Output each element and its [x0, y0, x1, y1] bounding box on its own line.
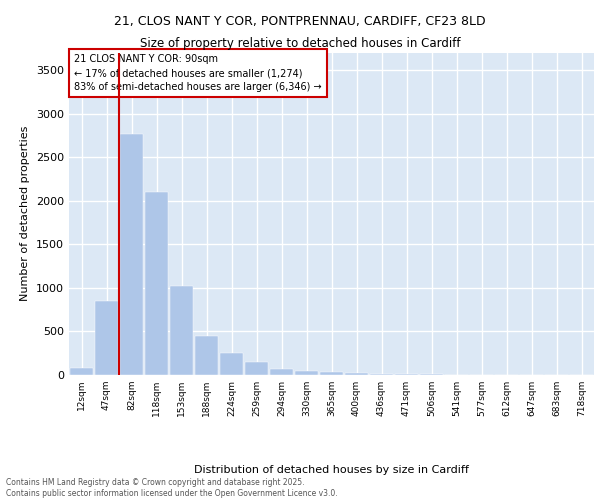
Bar — [320, 372, 343, 375]
Bar — [344, 374, 368, 375]
Bar — [194, 336, 218, 375]
Bar — [245, 362, 268, 375]
Bar — [269, 369, 293, 375]
Bar — [395, 374, 418, 375]
Bar — [370, 374, 394, 375]
Text: Contains HM Land Registry data © Crown copyright and database right 2025.
Contai: Contains HM Land Registry data © Crown c… — [6, 478, 338, 498]
Text: 21, CLOS NANT Y COR, PONTPRENNAU, CARDIFF, CF23 8LD: 21, CLOS NANT Y COR, PONTPRENNAU, CARDIF… — [114, 15, 486, 28]
Bar — [70, 368, 94, 375]
Bar — [170, 286, 193, 375]
Bar — [145, 192, 169, 375]
Text: Size of property relative to detached houses in Cardiff: Size of property relative to detached ho… — [140, 38, 460, 51]
Bar — [295, 371, 319, 375]
Y-axis label: Number of detached properties: Number of detached properties — [20, 126, 31, 302]
Bar — [220, 353, 244, 375]
Bar — [419, 374, 443, 375]
Bar — [119, 134, 143, 375]
X-axis label: Distribution of detached houses by size in Cardiff: Distribution of detached houses by size … — [194, 465, 469, 475]
Bar — [95, 301, 118, 375]
Text: 21 CLOS NANT Y COR: 90sqm
← 17% of detached houses are smaller (1,274)
83% of se: 21 CLOS NANT Y COR: 90sqm ← 17% of detac… — [74, 54, 322, 92]
